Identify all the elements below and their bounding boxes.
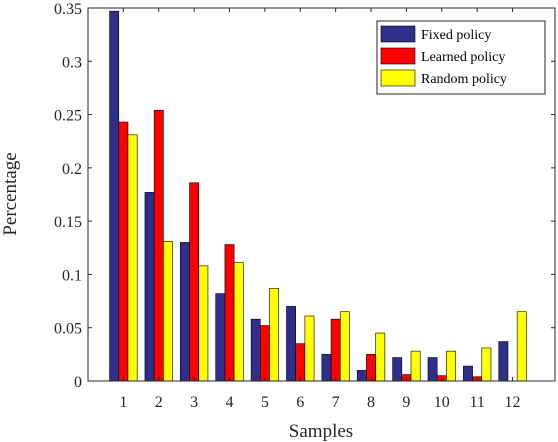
x-tick-label: 3 bbox=[190, 394, 198, 411]
legend-label: Fixed policy bbox=[421, 28, 491, 43]
bar-learned-policy-4 bbox=[224, 244, 235, 382]
y-tick-label: 0.35 bbox=[54, 1, 82, 18]
x-tick-label: 7 bbox=[332, 394, 340, 411]
y-tick-label: 0.2 bbox=[62, 161, 82, 178]
bar-random-policy-9 bbox=[410, 350, 421, 382]
bar-fixed-policy-6 bbox=[286, 306, 296, 382]
y-tick-label: 0.3 bbox=[62, 54, 82, 71]
y-axis-label: Percentage bbox=[0, 152, 21, 235]
bar-learned-policy-6 bbox=[295, 343, 306, 382]
x-tick-label: 6 bbox=[296, 394, 304, 411]
plot-frame bbox=[87, 7, 556, 382]
x-axis-label: Samples bbox=[289, 421, 353, 442]
bar-fixed-policy-12 bbox=[498, 341, 509, 382]
x-tick-label: 8 bbox=[367, 394, 375, 411]
y-tick-label: 0.25 bbox=[54, 108, 82, 125]
bar-fixed-policy-3 bbox=[180, 242, 190, 382]
x-tick-label: 4 bbox=[226, 394, 234, 411]
bar-random-policy-7 bbox=[339, 311, 350, 382]
x-tick-label: 12 bbox=[505, 394, 521, 411]
y-axis: 0 0.05 0.1 0.15 0.2 0.25 0.3 0.35 bbox=[54, 1, 555, 391]
bar-random-policy-12 bbox=[516, 311, 527, 382]
legend-swatch-learned-policy bbox=[380, 47, 416, 65]
bar-fixed-policy-11 bbox=[463, 365, 473, 382]
bar-random-policy-1 bbox=[127, 134, 138, 382]
y-tick-label: 0.15 bbox=[54, 214, 82, 231]
bar-learned-policy-7 bbox=[330, 318, 341, 382]
bar-random-policy-5 bbox=[269, 287, 279, 382]
x-tick-label: 5 bbox=[261, 394, 269, 411]
bar-random-policy-3 bbox=[198, 265, 209, 382]
legend-swatch-fixed-policy bbox=[380, 25, 416, 43]
x-tick-label: 10 bbox=[434, 394, 450, 411]
bar-random-policy-4 bbox=[233, 262, 244, 382]
bar-fixed-policy-9 bbox=[392, 357, 403, 382]
bar-fixed-policy-1 bbox=[109, 10, 120, 382]
x-tick-label: 1 bbox=[119, 394, 127, 411]
x-tick-label: 2 bbox=[155, 394, 163, 411]
bar-random-policy-2 bbox=[163, 241, 173, 382]
y-tick-label: 0.1 bbox=[62, 267, 82, 284]
bar-learned-policy-2 bbox=[153, 110, 164, 382]
x-tick-label: 9 bbox=[402, 394, 410, 411]
bar-fixed-policy-7 bbox=[321, 354, 332, 382]
bar-learned-policy-5 bbox=[259, 325, 270, 382]
bar-fixed-policy-5 bbox=[250, 318, 261, 382]
bar-fixed-policy-8 bbox=[356, 370, 367, 382]
bar-random-policy-6 bbox=[304, 315, 315, 382]
x-tick-label: 11 bbox=[469, 394, 484, 411]
legend: Fixed policy Learned policy Random policy bbox=[376, 20, 546, 95]
bar-random-policy-10 bbox=[446, 350, 456, 382]
legend-label: Random policy bbox=[421, 72, 507, 87]
y-tick-label: 0.05 bbox=[54, 321, 82, 338]
bar-random-policy-11 bbox=[481, 347, 492, 382]
bar-fixed-policy-4 bbox=[215, 293, 226, 382]
y-tick-label: 0 bbox=[74, 374, 82, 391]
bar-learned-policy-1 bbox=[118, 121, 129, 382]
x-axis: 1 2 3 4 5 6 7 8 9 10 11 12 bbox=[119, 8, 521, 411]
bar-fixed-policy-2 bbox=[144, 192, 155, 382]
bar-learned-policy-3 bbox=[189, 182, 200, 382]
legend-label: Learned policy bbox=[421, 50, 505, 65]
bar-fixed-policy-10 bbox=[427, 357, 438, 382]
legend-swatch-random-policy bbox=[380, 69, 416, 87]
bar-random-policy-8 bbox=[375, 332, 386, 382]
